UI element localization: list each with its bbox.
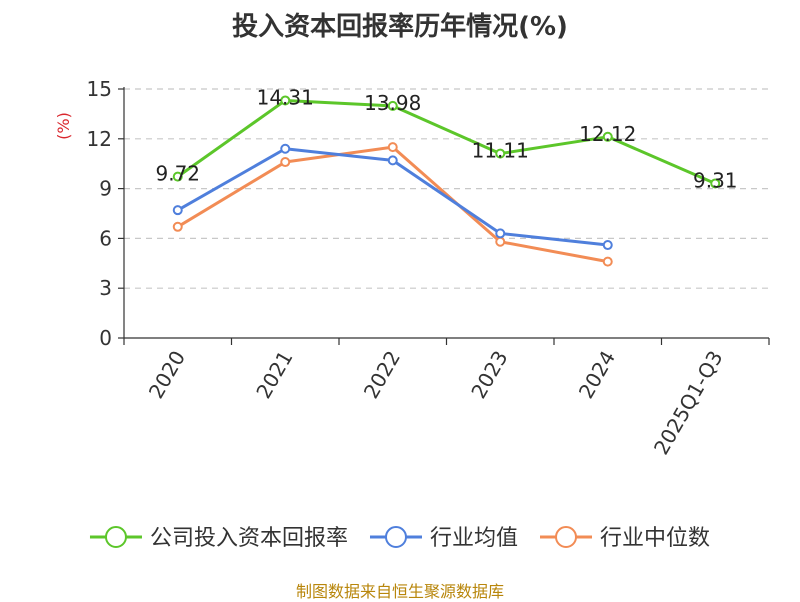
data-point xyxy=(280,95,291,106)
legend-marker xyxy=(555,526,578,548)
data-point xyxy=(602,131,613,142)
x-tick-label: 2023 xyxy=(466,347,512,403)
data-point xyxy=(602,256,613,267)
data-label: 13.98 xyxy=(364,91,421,115)
x-tick-label: 2022 xyxy=(359,347,405,403)
series xyxy=(172,95,721,267)
legend-marker xyxy=(384,526,407,548)
y-tick-label: 3 xyxy=(99,276,112,300)
data-point xyxy=(387,155,398,166)
grid-lines xyxy=(124,88,769,289)
series-1 xyxy=(172,143,613,251)
legend-marker xyxy=(104,526,127,548)
data-label: 9.72 xyxy=(155,162,200,186)
legend-label: 行业均值 xyxy=(430,526,518,551)
data-label: 12.12 xyxy=(579,122,636,146)
data-point xyxy=(387,100,398,111)
y-tick-label: 9 xyxy=(99,177,112,201)
data-point xyxy=(387,142,398,153)
data-point xyxy=(280,157,291,168)
x-tick-label: 2025Q1-Q3 xyxy=(649,347,728,459)
legend-label: 行业中位数 xyxy=(600,526,710,551)
y-tick-label: 12 xyxy=(87,127,112,151)
data-point xyxy=(495,236,506,247)
source-note: 制图数据来自恒生聚源数据库 xyxy=(295,582,504,601)
axes: 0 3 6 9 12 15 (%) 2020 2021 2022 2023 2024 2025Q1-Q3 xyxy=(54,77,770,459)
data-point xyxy=(172,221,183,232)
data-point xyxy=(710,178,721,189)
y-tick-label: 0 xyxy=(99,326,112,350)
series-2 xyxy=(172,142,613,267)
legend-item-0: 公司投入资本回报率 xyxy=(89,526,348,551)
x-tick-label: 2021 xyxy=(251,347,297,403)
data-point xyxy=(495,228,506,239)
legend-item-1: 行业均值 xyxy=(369,526,518,551)
legend-label: 公司投入资本回报率 xyxy=(150,526,348,551)
data-point xyxy=(495,148,506,159)
series-line xyxy=(176,98,716,185)
y-axis-unit-label: (%) xyxy=(54,112,73,140)
x-tick-label: 2024 xyxy=(574,347,620,403)
data-labels: 9.72 14.31 13.98 11.11 12.12 9.31 xyxy=(155,85,737,192)
data-label: 14.31 xyxy=(257,85,314,109)
series-0 xyxy=(172,95,721,189)
data-label: 9.31 xyxy=(693,168,738,192)
data-point xyxy=(172,205,183,216)
chart-title: 投入资本回报率历年情况(%) xyxy=(232,12,568,42)
legend-item-2: 行业中位数 xyxy=(540,526,710,551)
legend: 公司投入资本回报率 行业均值 行业中位数 xyxy=(89,526,710,551)
data-label: 11.11 xyxy=(472,139,529,163)
data-point xyxy=(172,171,183,182)
data-point xyxy=(280,143,291,154)
y-tick-label: 15 xyxy=(87,77,112,101)
y-tick-label: 6 xyxy=(99,226,112,250)
x-tick-label: 2020 xyxy=(144,347,190,403)
data-point xyxy=(602,240,613,251)
